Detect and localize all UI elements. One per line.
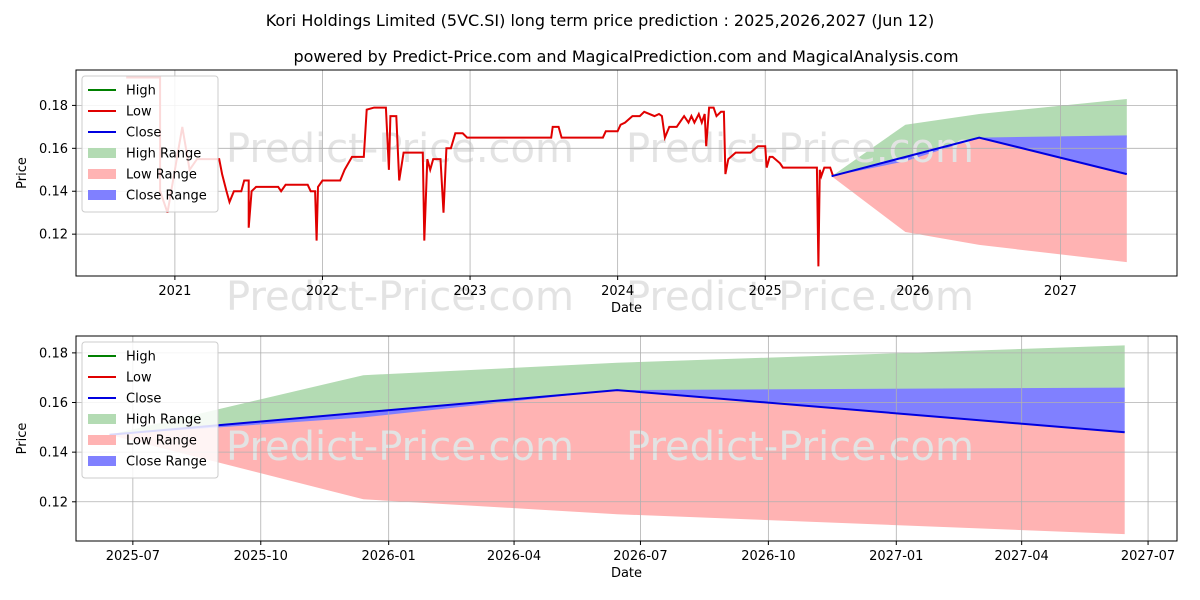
y-tick-label: 0.18: [39, 346, 68, 361]
y-axis-label: Price: [15, 423, 30, 455]
x-tick-label: 2021: [158, 284, 191, 299]
legend-label-close: Close: [126, 126, 161, 141]
legend-label-low: Low: [126, 105, 152, 120]
x-tick-label: 2027-04: [995, 549, 1049, 564]
x-tick-label: 2027: [1044, 284, 1077, 299]
y-tick-label: 0.14: [39, 185, 68, 200]
y-tick-label: 0.18: [39, 99, 68, 114]
x-tick-label: 2027-07: [1121, 549, 1175, 564]
x-tick-label: 2026-07: [613, 549, 667, 564]
low-price-line: [126, 76, 835, 267]
watermark-text: Predict-Price.com: [226, 274, 574, 320]
watermark-text: Predict-Price.com: [626, 126, 974, 172]
legend-label-high: High: [126, 350, 156, 365]
watermark-text: Predict-Price.com: [226, 424, 574, 470]
x-tick-label: 2026-10: [741, 549, 795, 564]
legend-label-close-range: Close Range: [126, 455, 207, 470]
legend-label-low-range: Low Range: [126, 168, 197, 183]
x-tick-label: 2022: [306, 284, 339, 299]
y-axis-label: Price: [15, 157, 30, 189]
x-axis-label: Date: [611, 566, 642, 581]
legend-swatch-low-range: [88, 435, 116, 445]
watermark-text: Predict-Price.com: [626, 274, 974, 320]
legend-label-close: Close: [126, 392, 161, 407]
x-tick-label: 2024: [601, 284, 634, 299]
x-axis-label: Date: [611, 301, 642, 316]
chart-title: Kori Holdings Limited (5VC.SI) long term…: [266, 11, 935, 30]
close-forecast-line: [109, 389, 1125, 436]
legend-label-high-range: High Range: [126, 413, 201, 428]
close-range-band: [831, 135, 1127, 177]
x-tick-label: 2025-10: [234, 549, 288, 564]
x-tick-label: 2026-04: [487, 549, 541, 564]
series-lines: [126, 76, 1128, 267]
legend-swatch-close-range: [88, 456, 116, 466]
legend-label-low: Low: [126, 371, 152, 386]
legend-label-high: High: [126, 84, 156, 99]
watermark-text: Predict-Price.com: [226, 126, 574, 172]
close-range-band: [109, 387, 1125, 435]
legend-label-low-range: Low Range: [126, 434, 197, 449]
bottom-chart-panel: Predict-Price.com Predict-Price.com 2025-0…: [15, 335, 1178, 581]
y-tick-label: 0.16: [39, 396, 68, 411]
y-tick-label: 0.12: [39, 495, 68, 510]
low-range-band: [109, 390, 1125, 535]
legend-swatch-high-range: [88, 414, 116, 424]
legend-label-high-range: High Range: [126, 147, 201, 162]
legend-swatch-low-range: [88, 169, 116, 179]
x-tick-label: 2025-07: [106, 549, 160, 564]
close-forecast-line: [831, 136, 1128, 178]
x-tick-label: 2025: [749, 284, 782, 299]
low-range-band: [831, 137, 1127, 263]
legend-swatch-close-range: [88, 190, 116, 200]
y-tick-label: 0.16: [39, 142, 68, 157]
chart-subtitle: powered by Predict-Price.com and Magical…: [293, 47, 958, 66]
series-lines: [109, 389, 1125, 436]
axes-frame: [75, 69, 1178, 277]
y-tick-label: 0.12: [39, 228, 68, 243]
watermark-text: Predict-Price.com: [626, 424, 974, 470]
legend-swatch-high-range: [88, 148, 116, 158]
legend-label-close-range: Close Range: [126, 189, 207, 204]
x-tick-label: 2026-01: [362, 549, 416, 564]
x-tick-label: 2023: [454, 284, 487, 299]
top-chart-panel: Predict-Price.com Predict-Price.com Predic…: [15, 69, 1178, 320]
x-tick-label: 2027-01: [869, 549, 923, 564]
x-tick-label: 2026: [896, 284, 929, 299]
axes-frame: [75, 335, 1178, 542]
y-tick-label: 0.14: [39, 446, 68, 461]
